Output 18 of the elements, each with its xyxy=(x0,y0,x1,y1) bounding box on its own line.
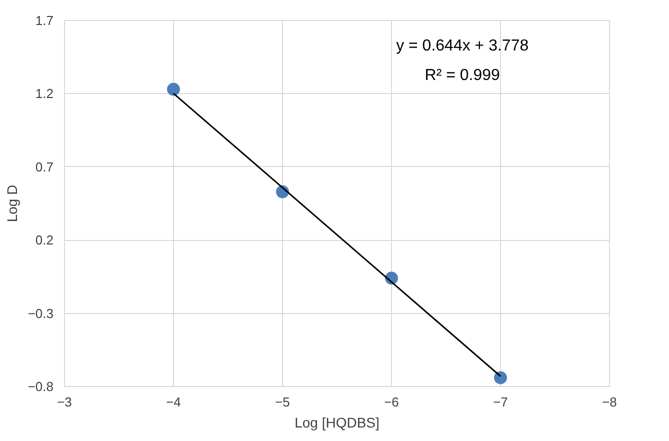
point xyxy=(167,82,180,96)
x-tick-label: −3 xyxy=(57,394,72,410)
y-tick-label: 1.7 xyxy=(35,13,54,28)
annotation: y = 0.644x + 3.778 xyxy=(396,38,529,55)
x-tick-label: −5 xyxy=(275,394,290,410)
y-tick-label: 0.2 xyxy=(35,232,54,248)
y-axis-title: Log D xyxy=(4,184,20,222)
x-tick-label: −8 xyxy=(602,394,617,410)
x-tick-label: −4 xyxy=(166,394,181,410)
x-axis-title: Log [HQDBS] xyxy=(294,414,380,430)
y-tick-label: −0.3 xyxy=(28,306,54,321)
y-tick-label: −0.8 xyxy=(28,379,54,394)
x-tick-label: −7 xyxy=(493,394,508,410)
y-tick-label: 0.7 xyxy=(35,159,54,174)
x-tick-label: −6 xyxy=(384,394,399,410)
point xyxy=(494,371,507,384)
y-tick-label: 1.2 xyxy=(35,86,54,102)
annotation: R² = 0.999 xyxy=(424,66,500,84)
